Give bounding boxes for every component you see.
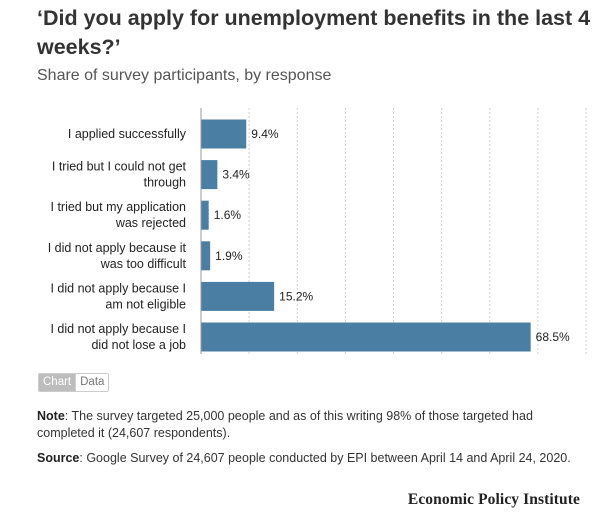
category-label: I did not apply because it was too diffic… xyxy=(48,241,187,271)
source-label: Source xyxy=(37,451,80,465)
category-label: I applied successfully xyxy=(68,127,187,141)
category-label: I tried but my application was rejected xyxy=(51,200,187,230)
value-label: 1.6% xyxy=(214,208,242,222)
chart-data-toggle: Chart Data xyxy=(38,373,110,392)
bar xyxy=(201,160,218,190)
bar xyxy=(201,200,209,230)
category-label: I tried but I could not get through xyxy=(52,160,187,190)
note: Note: The survey targeted 25,000 people … xyxy=(37,408,577,442)
note-text: : The survey targeted 25,000 people and … xyxy=(37,409,533,440)
chart-tab[interactable]: Chart xyxy=(39,374,76,391)
bar xyxy=(201,281,275,311)
data-tab[interactable]: Data xyxy=(75,374,109,391)
source: Source: Google Survey of 24,607 people c… xyxy=(37,450,577,467)
note-label: Note xyxy=(37,409,65,423)
value-label: 68.5% xyxy=(536,330,570,344)
value-label: 3.4% xyxy=(222,168,250,182)
bar xyxy=(201,119,247,149)
value-label: 15.2% xyxy=(279,289,313,303)
source-text: : Google Survey of 24,607 people conduct… xyxy=(79,451,571,465)
bar xyxy=(201,322,531,352)
chart-subtitle: Share of survey participants, by respons… xyxy=(37,67,332,84)
bar-chart: I applied successfully 9.4% I tried but I … xyxy=(48,108,587,354)
value-label: 9.4% xyxy=(251,127,279,141)
brand-logo: Economic Policy Institute xyxy=(407,491,580,508)
bar xyxy=(201,241,211,271)
value-label: 1.9% xyxy=(215,249,243,263)
chart-title: ‘Did you apply for unemployment benefits… xyxy=(37,6,591,59)
